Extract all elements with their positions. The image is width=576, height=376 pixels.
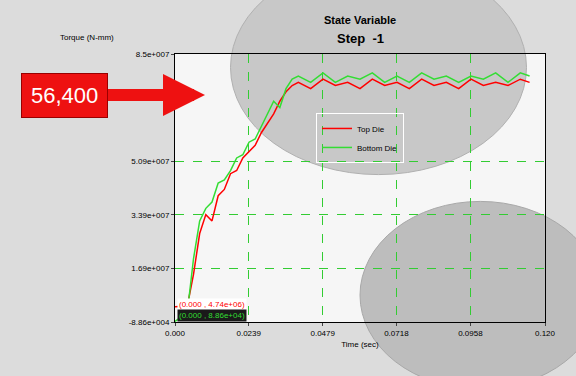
svg-text:State Variable: State Variable bbox=[324, 14, 396, 26]
svg-text:Bottom Die: Bottom Die bbox=[357, 144, 397, 153]
svg-text:-8.86e+004: -8.86e+004 bbox=[129, 318, 170, 327]
svg-text:0.0479: 0.0479 bbox=[310, 329, 335, 338]
svg-text:56,400: 56,400 bbox=[31, 83, 98, 108]
svg-text:0.000: 0.000 bbox=[165, 329, 186, 338]
svg-text:(0.000 , 8.86e+04): (0.000 , 8.86e+04) bbox=[179, 311, 245, 320]
svg-text:(0.000 , 4.74e+06): (0.000 , 4.74e+06) bbox=[179, 300, 245, 309]
svg-text:1.69e+007: 1.69e+007 bbox=[131, 264, 170, 273]
svg-text:Time (sec): Time (sec) bbox=[341, 340, 379, 349]
svg-text:0.0718: 0.0718 bbox=[384, 329, 409, 338]
svg-text:8.5e+007: 8.5e+007 bbox=[136, 50, 170, 59]
svg-text:5.09e+007: 5.09e+007 bbox=[131, 157, 170, 166]
svg-text:3.39e+007: 3.39e+007 bbox=[131, 211, 170, 220]
svg-text:0.0958: 0.0958 bbox=[458, 329, 483, 338]
svg-text:Torque (N-mm): Torque (N-mm) bbox=[60, 33, 114, 42]
svg-text:Top Die: Top Die bbox=[357, 125, 385, 134]
svg-text:0.120: 0.120 bbox=[535, 329, 556, 338]
svg-text:Step -1: Step -1 bbox=[337, 31, 384, 46]
svg-text:0.0239: 0.0239 bbox=[236, 329, 261, 338]
